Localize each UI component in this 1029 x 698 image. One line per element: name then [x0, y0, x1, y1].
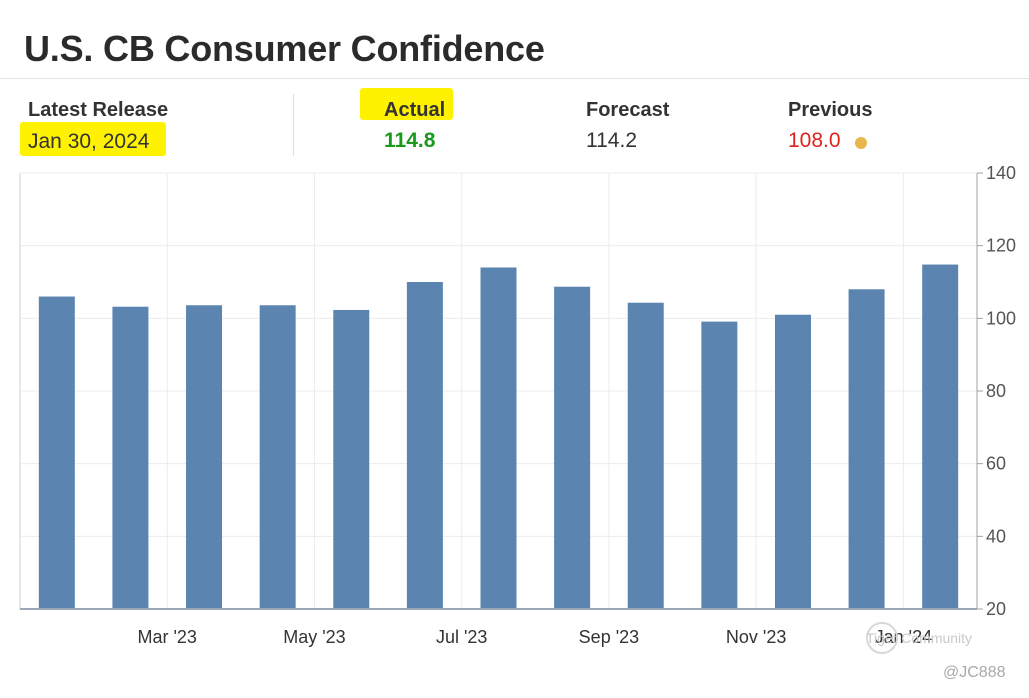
actual-value: 114.8	[384, 129, 436, 152]
y-tick-label: 140	[986, 163, 1016, 183]
latest-release-highlight	[20, 122, 166, 156]
previous-value: 108.0	[788, 129, 841, 152]
watermark-user: @JC888	[943, 664, 1006, 681]
bar	[406, 282, 443, 609]
x-tick-label: May '23	[283, 627, 345, 647]
latest-release-value: Jan 30, 2024	[28, 130, 150, 153]
previous-label: Previous	[788, 99, 873, 121]
stats-divider	[293, 94, 294, 156]
y-tick-label: 120	[986, 236, 1016, 256]
x-tick-label: Sep '23	[579, 627, 640, 647]
bar	[848, 289, 885, 609]
x-tick-label: Jul '23	[436, 627, 487, 647]
y-tick-label: 60	[986, 454, 1006, 474]
bar	[701, 321, 738, 609]
bar	[922, 264, 959, 609]
forecast-value: 114.2	[586, 129, 637, 152]
actual-label: Actual	[384, 99, 446, 121]
bar	[259, 305, 296, 609]
bar	[112, 306, 149, 609]
y-tick-label: 100	[986, 308, 1016, 328]
bar	[38, 296, 75, 609]
consumer-confidence-chart: 20 40 60 80 100 120 140 Mar '23 May '23 Jul '23 Se…	[19, 163, 1016, 647]
forecast-label: Forecast	[586, 99, 670, 121]
y-tick-label: 40	[986, 526, 1006, 546]
y-tick-label: 80	[986, 381, 1006, 401]
bar	[333, 309, 370, 609]
bar	[186, 305, 223, 609]
watermark-brand: Tiger Community	[866, 630, 973, 646]
bar	[627, 302, 664, 609]
bar	[774, 314, 811, 609]
x-tick-label: Mar '23	[137, 627, 196, 647]
bar	[480, 267, 517, 609]
previous-status-dot-icon	[855, 137, 867, 149]
y-tick-label: 20	[986, 599, 1006, 619]
title-divider	[0, 78, 1029, 79]
actual-highlight	[360, 88, 453, 120]
latest-release-label: Latest Release	[28, 99, 169, 121]
page-title: U.S. CB Consumer Confidence	[24, 28, 545, 69]
x-tick-label: Nov '23	[726, 627, 786, 647]
watermark-logo-icon	[866, 622, 898, 654]
bar	[554, 286, 591, 609]
